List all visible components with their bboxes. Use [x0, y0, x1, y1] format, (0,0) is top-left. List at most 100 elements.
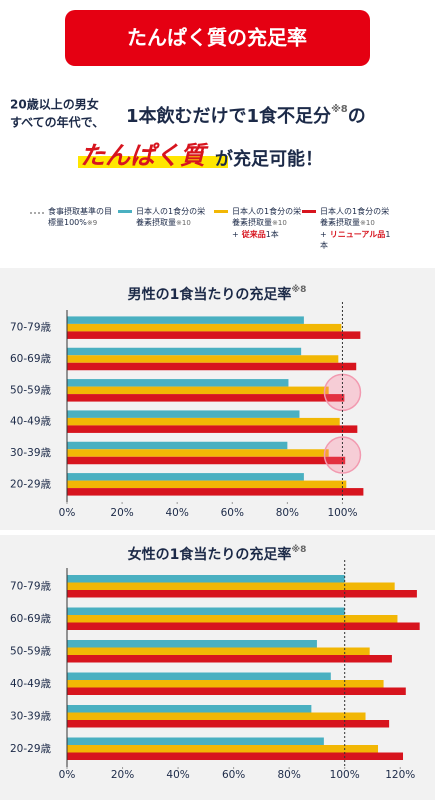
y-tick-label: 60-69歳 [10, 353, 52, 365]
bar [67, 680, 384, 688]
bar [67, 575, 345, 583]
bar [67, 441, 288, 450]
bar [67, 379, 289, 387]
note: ※10 [176, 219, 191, 227]
x-tick-label: 100% [327, 507, 357, 519]
bar [67, 323, 342, 332]
bar [67, 752, 404, 760]
chart-title: 男性の1食当たりの充足率※8 [128, 284, 307, 304]
bar [67, 473, 304, 481]
legend-text: 日本人の1食分の栄養素摂取量※10 [136, 206, 210, 229]
y-tick-label: 70-79歳 [10, 580, 52, 592]
bar [67, 331, 361, 339]
bar [67, 347, 302, 356]
x-tick-label: 0% [59, 507, 76, 519]
legend-count: 1本 [320, 230, 391, 250]
chart-title-text: 男性の1食当たりの充足率 [128, 286, 292, 303]
panel [0, 535, 435, 800]
legend-item-name: 従来品 [241, 230, 266, 239]
x-tick-label: 80% [276, 507, 299, 519]
headline-text: の [348, 106, 366, 127]
legend-sign: + [232, 230, 239, 239]
bar [67, 687, 406, 695]
bar [67, 737, 324, 745]
x-tick-label: 40% [166, 769, 189, 781]
legend-count: 1本 [265, 230, 279, 239]
bar [67, 410, 300, 418]
bar [67, 720, 390, 728]
y-tick-label: 30-39歳 [10, 447, 52, 459]
x-tick-label: 0% [59, 769, 76, 781]
bar [67, 582, 395, 590]
legend-label: 日本人の1食分の栄養素摂取量 [320, 207, 390, 227]
title-banner [65, 10, 370, 66]
bar [67, 590, 417, 598]
legend-text: 日本人の1食分の栄養素摂取量※10 + リニューアル品1本 [320, 206, 394, 251]
y-tick-label: 60-69歳 [10, 613, 52, 625]
bar [67, 640, 317, 648]
y-tick-label: 50-59歳 [10, 384, 52, 396]
bar [67, 607, 345, 615]
bar [67, 355, 339, 363]
headline: 1本飲むだけで1食不足分※8の [126, 103, 366, 127]
bar [67, 488, 364, 496]
headline-text: 1本飲むだけで1食不足分 [126, 105, 331, 127]
y-tick-label: 70-79歳 [10, 322, 52, 334]
note: ※9 [86, 219, 98, 227]
bar [67, 647, 370, 655]
legend-swatch [302, 210, 316, 213]
x-tick-label: 120% [385, 769, 415, 781]
x-tick-label: 20% [110, 507, 133, 519]
chart-title-text: 女性の1食当たりの充足率 [128, 546, 292, 563]
y-tick-label: 20-29歳 [10, 743, 52, 755]
bar [67, 712, 366, 720]
note: ※8 [291, 284, 306, 295]
bar [67, 705, 312, 713]
y-tick-label: 30-39歳 [10, 710, 52, 722]
y-tick-label: 50-59歳 [10, 645, 52, 657]
headline: が充足可能！ [215, 148, 323, 170]
legend-text: 日本人の1食分の栄養素摂取量※10 + 従来品1本 [232, 206, 306, 240]
legend-swatch [214, 210, 228, 213]
page-title: たんぱく質の充足率 [127, 26, 307, 50]
bar [67, 672, 331, 680]
y-tick-label: 20-29歳 [10, 478, 52, 490]
x-tick-label: 100% [330, 769, 360, 781]
note: ※8 [331, 103, 348, 115]
bar [67, 456, 346, 465]
legend-label: 日本人の1食分の栄養素摂取量 [232, 207, 302, 227]
x-tick-label: 20% [111, 769, 134, 781]
x-tick-label: 40% [166, 507, 189, 519]
bar [67, 622, 420, 630]
legend-label: 日本人の1食分の栄養素摂取量 [136, 207, 206, 227]
legend-label: 食事摂取基準の目標量100% [48, 207, 112, 227]
x-tick-label: 60% [221, 507, 244, 519]
y-tick-label: 40-49歳 [10, 678, 52, 690]
bar [67, 480, 347, 489]
bar [67, 449, 329, 457]
bar [67, 417, 340, 426]
highlight-bar [78, 156, 228, 168]
bar [67, 615, 398, 623]
x-tick-label: 80% [277, 769, 300, 781]
bar [67, 386, 329, 395]
legend-sign: + [320, 230, 327, 239]
lead: 20歳以上の男女 [10, 97, 99, 112]
legend-text: 食事摂取基準の目標量100%※9 [48, 206, 114, 229]
bar [67, 362, 357, 371]
legend-item-name: リニューアル品 [329, 230, 386, 239]
y-tick-label: 40-49歳 [10, 416, 52, 428]
note: ※8 [291, 544, 306, 555]
bar [67, 394, 345, 402]
lead: すべての年代で、 [10, 115, 104, 130]
bar [67, 316, 304, 324]
chart-title: 女性の1食当たりの充足率※8 [128, 544, 307, 564]
note: ※10 [360, 219, 375, 227]
bar [67, 745, 379, 753]
note: ※10 [272, 219, 287, 227]
legend-swatch [118, 210, 132, 213]
highlight: たんぱく質 [80, 141, 209, 170]
x-tick-label: 60% [222, 769, 245, 781]
